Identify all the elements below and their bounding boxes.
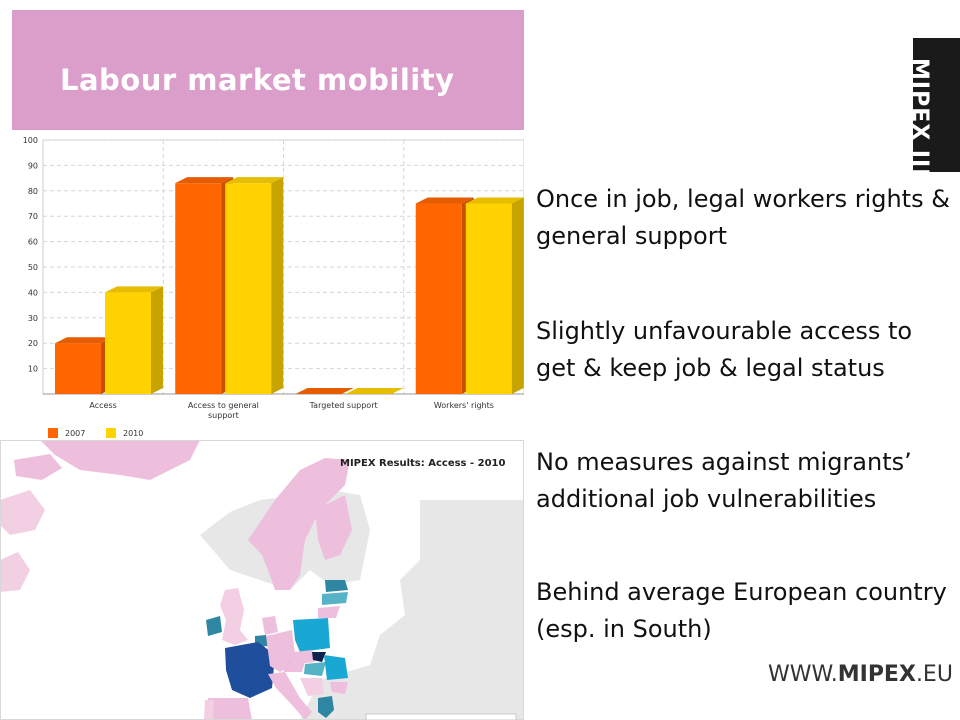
map-estonia — [325, 580, 348, 592]
bullet-2: Slightly unfavourable access to get & ke… — [536, 317, 913, 382]
map-france — [225, 642, 275, 698]
map-ireland — [206, 616, 222, 636]
legend-label-2007: 2007 — [65, 429, 85, 438]
bullet-1: Once in job, legal workers rights & gene… — [536, 185, 950, 250]
map-title: MIPEX Results: Access - 2010 — [340, 458, 506, 469]
y-tick-label: 50 — [28, 263, 38, 272]
legend-swatch-2007 — [48, 428, 58, 438]
x-tick-label: Access — [89, 401, 116, 410]
map-scale-bar — [365, 713, 517, 720]
bar-side-2010 — [271, 177, 284, 394]
y-tick-label: 90 — [28, 161, 38, 170]
map-denmark — [262, 616, 278, 635]
map-atlantic-islands — [0, 490, 45, 535]
x-tick-label: Workers' rights — [434, 401, 494, 410]
map-great-britain — [220, 588, 248, 645]
map-finland — [315, 495, 352, 560]
bar-top-2007 — [415, 197, 474, 204]
website-url[interactable]: WWW.MIPEX.EU — [768, 662, 953, 687]
bar-top-2007 — [55, 337, 113, 344]
bar-top-2010 — [345, 388, 404, 394]
map-greenland — [40, 440, 200, 480]
y-tick-label: 30 — [28, 314, 38, 323]
bar-top-2010 — [225, 177, 284, 184]
map-italy — [268, 672, 312, 720]
map-poland — [293, 618, 330, 652]
y-tick-label: 100 — [23, 136, 38, 145]
map-portugal — [204, 700, 214, 720]
map-bulgaria — [330, 682, 348, 694]
europe-map: MIPEX Results: Access - 2010 — [0, 440, 524, 720]
mipex-logo — [913, 38, 960, 172]
bar-2010[interactable] — [465, 203, 512, 395]
bar-2007[interactable] — [175, 183, 222, 394]
y-tick-label: 70 — [28, 212, 38, 221]
website-suffix: .EU — [915, 662, 953, 687]
map-spain — [206, 698, 252, 720]
y-tick-label: 80 — [28, 187, 38, 196]
map-slovakia — [312, 652, 326, 662]
map-iceland — [14, 454, 62, 480]
map-austria — [282, 662, 305, 672]
bar-top-2010 — [105, 286, 163, 293]
map-balkans — [300, 678, 324, 696]
bar-side-2010 — [151, 286, 163, 394]
bar-top-2007 — [175, 177, 234, 184]
map-non-eu-land — [300, 500, 524, 720]
y-tick-label: 10 — [28, 365, 38, 374]
y-tick-label: 60 — [28, 238, 38, 247]
map-romania — [324, 655, 348, 680]
bar-2007[interactable] — [415, 203, 462, 395]
map-latvia — [322, 592, 348, 605]
bar-side-2010 — [511, 197, 524, 394]
map-scandinavia — [248, 458, 350, 590]
map-greece — [318, 696, 334, 718]
mipex-logo-text: MIPEX III — [907, 58, 932, 178]
website-name: MIPEX — [837, 662, 916, 687]
x-tick-label: Access to general support — [188, 401, 259, 420]
map-land-west — [0, 552, 30, 592]
map-czech-republic — [294, 650, 315, 664]
bar-2007[interactable] — [55, 343, 101, 394]
map-germany — [266, 630, 296, 672]
slide-title: Labour market mobility — [60, 63, 455, 97]
map-hungary — [304, 662, 326, 676]
bar-2010[interactable] — [225, 183, 272, 394]
website-prefix: WWW. — [768, 662, 838, 687]
bar-2010[interactable] — [105, 292, 151, 394]
bar-top-2010 — [465, 197, 524, 204]
y-tick-label: 40 — [28, 288, 38, 297]
bullet-4: Behind average European country (esp. in… — [536, 578, 947, 643]
map-lithuania — [318, 606, 340, 618]
legend-label-2010: 2010 — [123, 429, 143, 438]
title-banner: Labour market mobility — [12, 10, 524, 130]
bullet-3: No measures against migrants’ additional… — [536, 448, 912, 513]
bar-top-2007 — [295, 388, 354, 394]
y-tick-label: 20 — [28, 339, 38, 348]
map-graphic — [0, 440, 524, 720]
bar-chart: 10 20 30 40 50 60 70 80 90 100 Access Access to gen… — [23, 136, 524, 438]
legend-swatch-2010 — [106, 428, 116, 438]
x-tick-label: Targeted support — [309, 401, 378, 410]
